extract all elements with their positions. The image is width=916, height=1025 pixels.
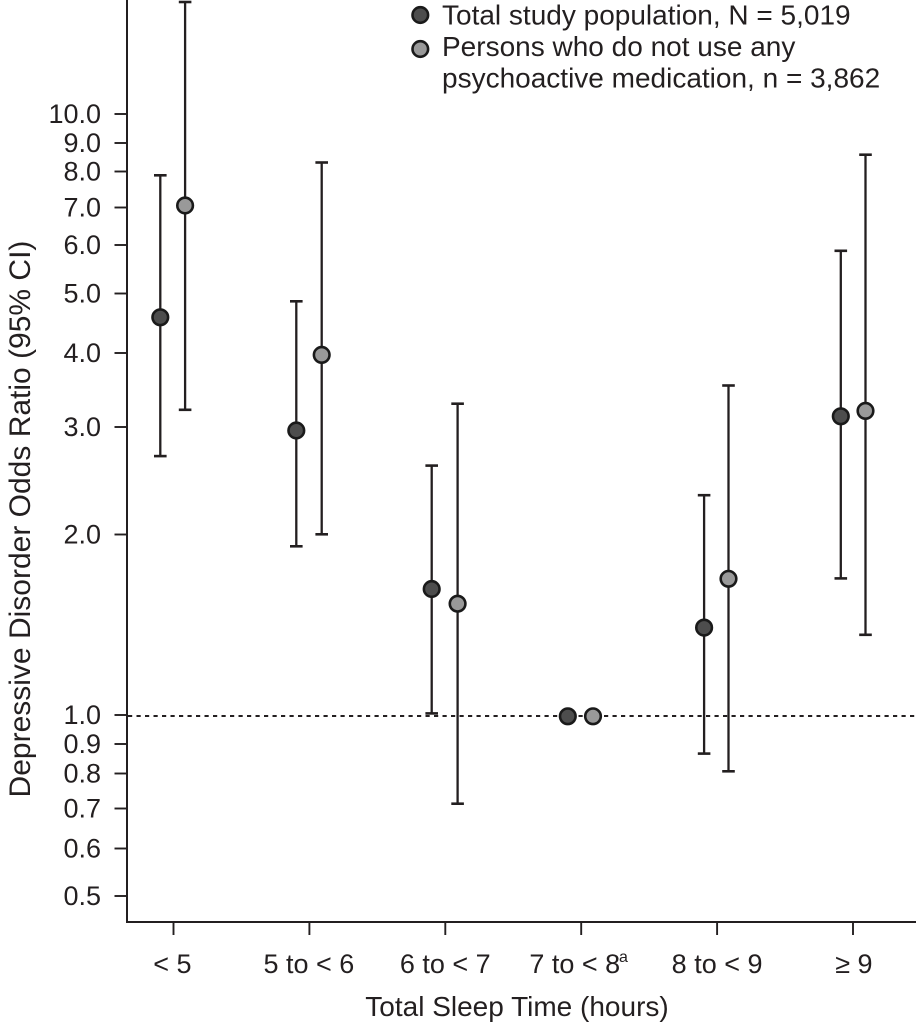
svg-text:1.0: 1.0: [63, 700, 101, 730]
svg-text:0.6: 0.6: [63, 834, 101, 864]
svg-text:Persons who do not use any: Persons who do not use any: [442, 31, 795, 62]
svg-text:4.0: 4.0: [63, 338, 101, 368]
svg-text:5 to < 6: 5 to < 6: [263, 949, 354, 979]
svg-text:5.0: 5.0: [63, 279, 101, 309]
svg-text:10.0: 10.0: [48, 99, 101, 129]
svg-text:Depressive Disorder Odds Ratio: Depressive Disorder Odds Ratio (95% CI): [4, 241, 37, 798]
svg-text:< 5: < 5: [153, 949, 191, 979]
svg-text:psychoactive medication, n = 3: psychoactive medication, n = 3,862: [442, 63, 880, 94]
svg-text:6 to < 7: 6 to < 7: [400, 949, 491, 979]
svg-text:Total Sleep Time (hours): Total Sleep Time (hours): [365, 991, 668, 1022]
svg-text:6.0: 6.0: [63, 230, 101, 260]
svg-text:7 to < 8: 7 to < 8: [529, 949, 620, 979]
svg-text:3.0: 3.0: [63, 412, 101, 442]
svg-text:Total study population, N = 5,: Total study population, N = 5,019: [442, 0, 851, 31]
svg-text:0.8: 0.8: [63, 759, 101, 789]
svg-text:8.0: 8.0: [63, 157, 101, 187]
svg-text:9.0: 9.0: [63, 128, 101, 158]
svg-text:0.5: 0.5: [63, 881, 101, 911]
svg-text:7.0: 7.0: [63, 193, 101, 223]
svg-text:8 to < 9: 8 to < 9: [672, 949, 763, 979]
svg-text:0.9: 0.9: [63, 729, 101, 759]
svg-text:a: a: [619, 949, 628, 966]
svg-text:2.0: 2.0: [63, 520, 101, 550]
svg-text:0.7: 0.7: [63, 794, 101, 824]
svg-text:≥ 9: ≥ 9: [835, 949, 872, 979]
